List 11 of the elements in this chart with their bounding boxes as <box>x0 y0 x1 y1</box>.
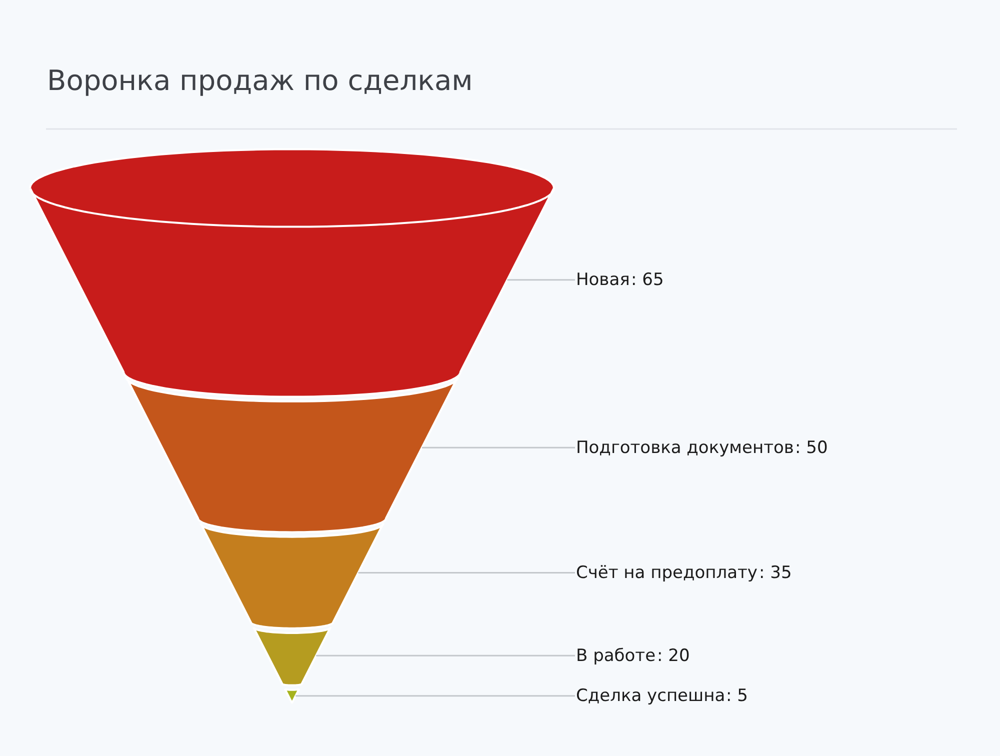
category-label: Подготовка документов <box>576 438 794 458</box>
data-label: : 20 <box>657 646 690 666</box>
data-label: : 50 <box>795 438 828 458</box>
data-label: : 5 <box>726 686 748 706</box>
data-label: : 65 <box>631 270 664 290</box>
text: Воронка продаж по сделкам <box>47 64 473 97</box>
category-label: Сделка успешна <box>576 686 726 706</box>
category-label: В работе <box>576 646 656 666</box>
category-label: Счёт на предоплату <box>576 563 758 583</box>
data-label: : 35 <box>759 563 792 583</box>
category-label: Новая <box>576 270 630 290</box>
